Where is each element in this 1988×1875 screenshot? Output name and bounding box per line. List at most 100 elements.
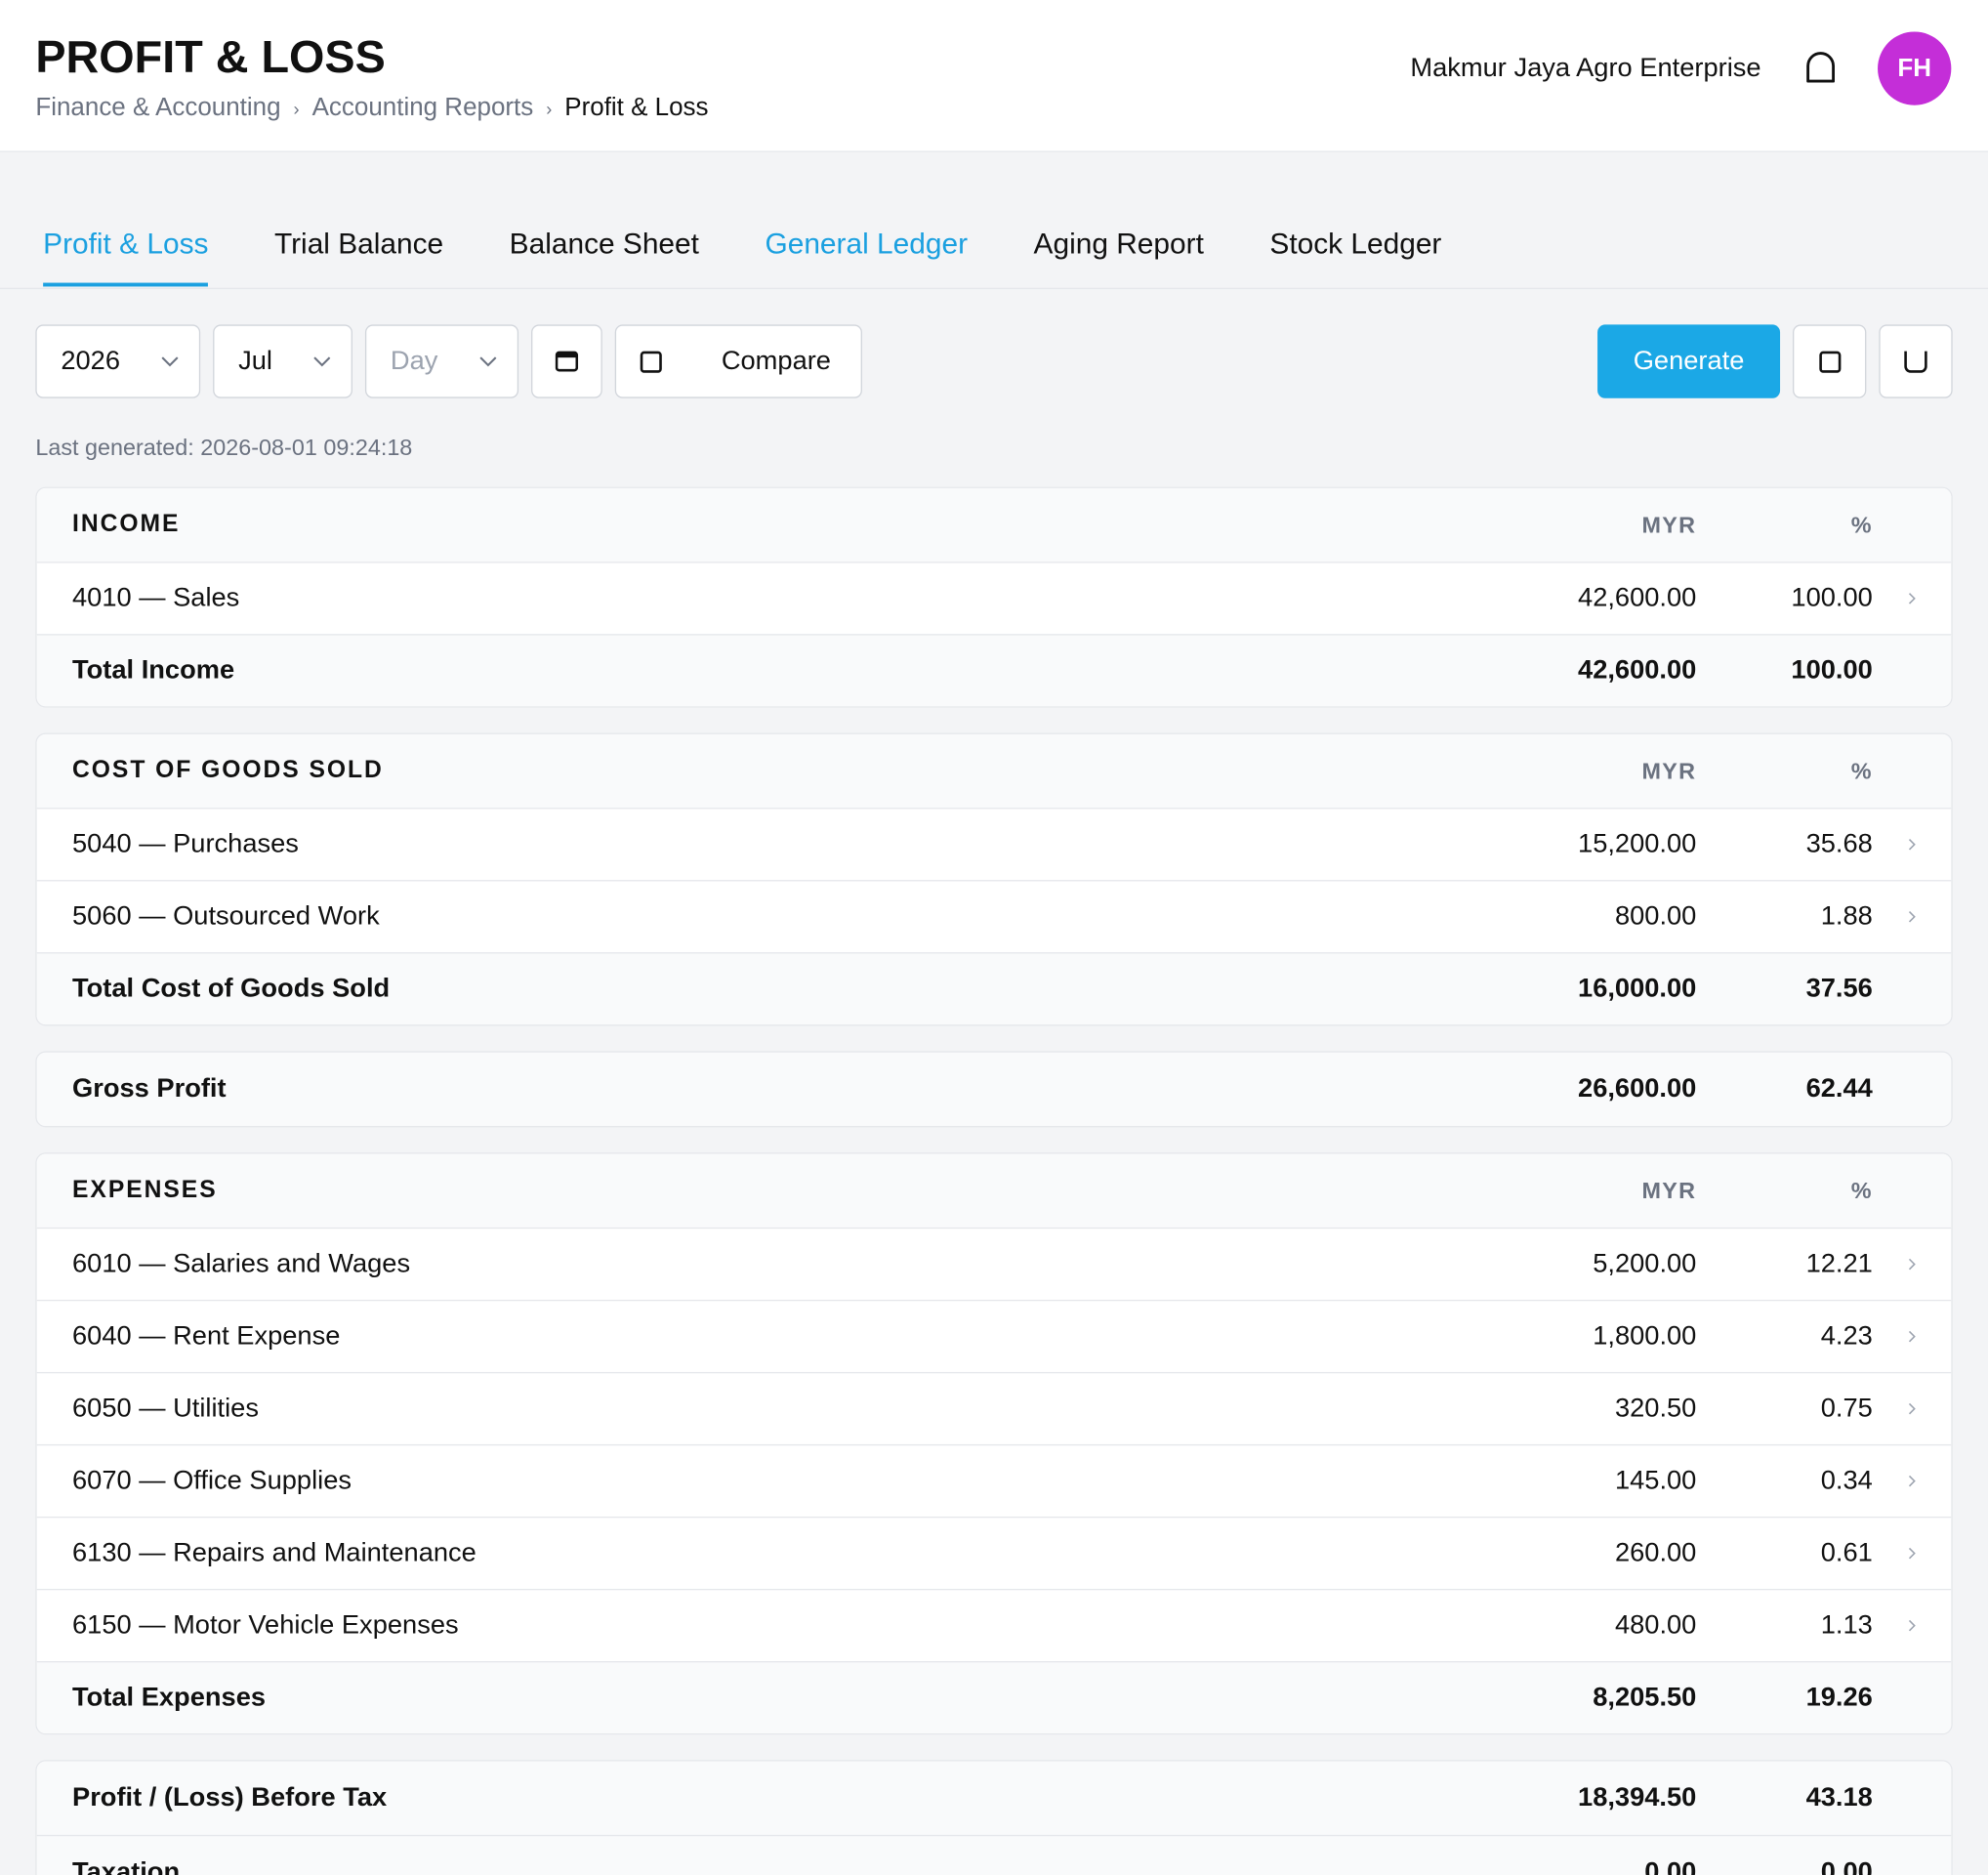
label: Total Income xyxy=(72,655,235,686)
breadcrumb: Profit & Loss xyxy=(564,94,709,122)
label: Taxation xyxy=(72,1856,181,1875)
account-row[interactable]: 5040 — Purchases 15,200.00 35.68 xyxy=(36,808,1952,880)
row-chevron[interactable] xyxy=(1873,1475,1952,1487)
section-header: COST OF GOODS SOLD MYR% xyxy=(36,733,1952,809)
total-row: Total Cost of Goods Sold 16,000.00 37.56 xyxy=(36,952,1952,1025)
dropdown-value: Day xyxy=(390,346,438,376)
label: Gross Profit xyxy=(72,1073,227,1104)
row-chevron[interactable] xyxy=(1873,1402,1952,1415)
percent: 4.23 xyxy=(1820,1321,1873,1351)
dropdown[interactable]: 2026 xyxy=(35,324,201,398)
amount: 15,200.00 xyxy=(1578,829,1697,859)
section-header: INCOME MYR% xyxy=(36,487,1952,562)
amount: 18,394.50 xyxy=(1578,1782,1697,1812)
amount: 42,600.00 xyxy=(1578,583,1697,613)
percent: % xyxy=(1850,757,1873,783)
percent: 62.44 xyxy=(1805,1073,1873,1104)
percent: 12.21 xyxy=(1805,1248,1873,1278)
calendar-button[interactable] xyxy=(531,324,602,398)
compare-label: Compare xyxy=(721,346,831,376)
percent: 100.00 xyxy=(1791,583,1873,613)
avatar[interactable]: FH xyxy=(1878,31,1952,105)
generate-button[interactable]: Generate xyxy=(1597,324,1781,398)
section-card: COST OF GOODS SOLD MYR% 5040 — Purchases 15… xyxy=(35,732,1953,1026)
last-generated: Last generated: 2026-08-01 09:24:18 xyxy=(35,435,413,461)
row-chevron[interactable] xyxy=(1873,838,1952,851)
notification-icon[interactable] xyxy=(1802,51,1838,86)
row-chevron[interactable] xyxy=(1873,1330,1952,1343)
amount: MYR xyxy=(1641,757,1697,783)
amount: 26,600.00 xyxy=(1578,1073,1697,1104)
account-row[interactable]: 6150 — Motor Vehicle Expenses 480.00 1.13 xyxy=(36,1588,1952,1661)
tab[interactable]: Trial Balance xyxy=(273,227,444,261)
label: 6010 — Salaries and Wages xyxy=(72,1248,411,1278)
row-chevron[interactable] xyxy=(1873,592,1952,604)
breadcrumb-separator: › xyxy=(546,98,553,119)
label: 6040 — Rent Expense xyxy=(72,1321,341,1351)
amount: 145.00 xyxy=(1614,1466,1697,1495)
tab[interactable]: General Ledger xyxy=(765,227,969,261)
percent: 0.34 xyxy=(1820,1466,1873,1495)
breadcrumb[interactable]: Finance & Accounting xyxy=(35,94,281,122)
section-card: INCOME MYR% 4010 — Sales 42,600.00 100.00 Tot… xyxy=(35,486,1953,708)
percent: % xyxy=(1850,1177,1873,1203)
label: Total Cost of Goods Sold xyxy=(72,974,391,1004)
amount: 1,800.00 xyxy=(1593,1321,1697,1351)
section-header: EXPENSES MYR% xyxy=(36,1153,1952,1228)
dropdown-value: Jul xyxy=(238,346,272,376)
dropdown[interactable]: Day xyxy=(364,324,519,398)
account-row[interactable]: 6040 — Rent Expense 1,800.00 4.23 xyxy=(36,1299,1952,1372)
account-row[interactable]: 6010 — Salaries and Wages 5,200.00 12.21 xyxy=(36,1227,1952,1300)
breadcrumb-separator: › xyxy=(293,98,300,119)
row-chevron[interactable] xyxy=(1873,1258,1952,1271)
section-card: Gross Profit 26,600.00 62.44 xyxy=(35,1051,1953,1128)
tab[interactable]: Profit & Loss xyxy=(43,152,209,287)
amount: 8,205.50 xyxy=(1593,1683,1697,1712)
tab[interactable]: Balance Sheet xyxy=(509,227,699,261)
amount: 5,200.00 xyxy=(1593,1248,1697,1278)
section-card: Profit / (Loss) Before Tax 18,394.50 43.18… xyxy=(35,1760,1953,1875)
label: COST OF GOODS SOLD xyxy=(72,757,384,784)
breadcrumb[interactable]: Accounting Reports xyxy=(311,94,534,122)
row-chevron[interactable] xyxy=(1873,910,1952,923)
percent: 0.61 xyxy=(1820,1538,1873,1567)
label: 6150 — Motor Vehicle Expenses xyxy=(72,1610,459,1640)
row-chevron[interactable] xyxy=(1873,1547,1952,1560)
section-card: EXPENSES MYR% 6010 — Salaries and Wages 5,2… xyxy=(35,1152,1953,1735)
tab-bar: Profit & Loss Trial Balance Balance Sheet G… xyxy=(0,152,1988,290)
summary-row: Taxation 0.00 0.00 xyxy=(36,1834,1952,1875)
amount: MYR xyxy=(1641,1177,1697,1203)
company-name[interactable]: Makmur Jaya Agro Enterprise xyxy=(1410,53,1761,83)
checkbox xyxy=(640,351,662,373)
percent: 19.26 xyxy=(1805,1683,1873,1712)
dropdown[interactable]: Jul xyxy=(213,324,352,398)
amount: 42,600.00 xyxy=(1578,655,1697,686)
account-row[interactable]: 5060 — Outsourced Work 800.00 1.88 xyxy=(36,880,1952,952)
label: Total Expenses xyxy=(72,1683,267,1712)
percent: 37.56 xyxy=(1805,974,1873,1004)
row-chevron[interactable] xyxy=(1873,1619,1952,1632)
amount: MYR xyxy=(1641,511,1697,537)
summary-row: Profit / (Loss) Before Tax 18,394.50 43.18 xyxy=(36,1761,1952,1835)
account-row[interactable]: 6070 — Office Supplies 145.00 0.34 xyxy=(36,1443,1952,1517)
tab[interactable]: Stock Ledger xyxy=(1269,227,1442,261)
percent: 0.75 xyxy=(1820,1394,1873,1423)
tab[interactable]: Aging Report xyxy=(1033,227,1204,261)
percent: 1.88 xyxy=(1820,901,1873,932)
percent: 0.00 xyxy=(1820,1856,1873,1875)
percent: 43.18 xyxy=(1805,1782,1873,1812)
breadcrumbs: Finance & Accounting › Accounting Reports ›… xyxy=(35,94,708,123)
account-row[interactable]: 4010 — Sales 42,600.00 100.00 xyxy=(36,562,1952,634)
amount: 800.00 xyxy=(1614,901,1697,932)
compare-toggle[interactable]: Compare xyxy=(614,324,862,398)
account-row[interactable]: 6130 — Repairs and Maintenance 260.00 0.61 xyxy=(36,1516,1952,1589)
amount: 0.00 xyxy=(1644,1856,1697,1875)
export-button[interactable] xyxy=(1793,324,1867,398)
amount: 320.50 xyxy=(1614,1394,1697,1423)
label: Profit / (Loss) Before Tax xyxy=(72,1782,388,1812)
print-button[interactable] xyxy=(1879,324,1953,398)
account-row[interactable]: 6050 — Utilities 320.50 0.75 xyxy=(36,1371,1952,1444)
percent: 1.13 xyxy=(1820,1610,1873,1640)
percent: 100.00 xyxy=(1791,655,1873,686)
